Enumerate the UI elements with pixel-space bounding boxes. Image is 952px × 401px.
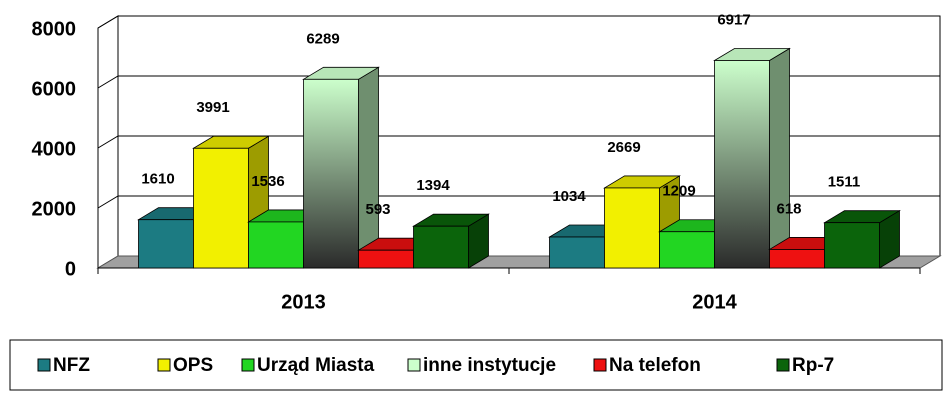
value-label: 618 [776,200,801,217]
bar [358,249,414,269]
legend-swatch [593,358,607,372]
bar [549,236,605,269]
value-label: 3991 [196,99,229,116]
x-tick-label: 2013 [281,291,326,313]
y-tick-label: 8000 [32,18,77,40]
y-tick-label: 0 [65,258,76,280]
legend-swatch [157,358,171,372]
bar [248,221,304,269]
legend-label: NFZ [53,355,90,376]
legend-swatch [37,358,51,372]
bar [714,60,770,269]
bar-side [358,66,379,269]
legend-swatch [776,358,790,372]
bar [824,222,880,269]
legend-label: OPS [173,355,213,376]
bar [138,219,194,269]
bar [769,249,825,269]
grid-line [97,15,940,29]
value-label: 6289 [306,30,339,47]
value-label: 1536 [251,173,284,190]
value-label: 1511 [828,174,861,191]
bar [413,225,469,269]
legend-label: inne instytucje [423,355,556,376]
bar-side [769,47,790,269]
legend-label: Rp-7 [792,355,834,376]
grid-line [97,135,940,149]
y-tick-label: 6000 [32,78,77,100]
value-label: 1610 [141,171,174,188]
grid-line [97,75,940,89]
bar [303,78,359,269]
x-tick-label: 2014 [692,291,737,313]
legend-swatch [407,358,421,372]
value-label: 6917 [717,11,750,28]
value-label: 1034 [552,188,586,205]
bar [193,147,249,269]
bar [604,187,660,269]
bar [659,231,715,269]
value-label: 2669 [607,139,640,156]
legend-label: Na telefon [609,355,701,376]
value-label: 1394 [416,177,450,194]
value-label: 593 [365,201,390,218]
value-label: 1209 [662,183,695,200]
legend-label: Urząd Miasta [257,355,375,376]
y-tick-label: 4000 [32,138,77,160]
y-tick-label: 2000 [32,198,77,220]
legend-swatch [241,358,255,372]
